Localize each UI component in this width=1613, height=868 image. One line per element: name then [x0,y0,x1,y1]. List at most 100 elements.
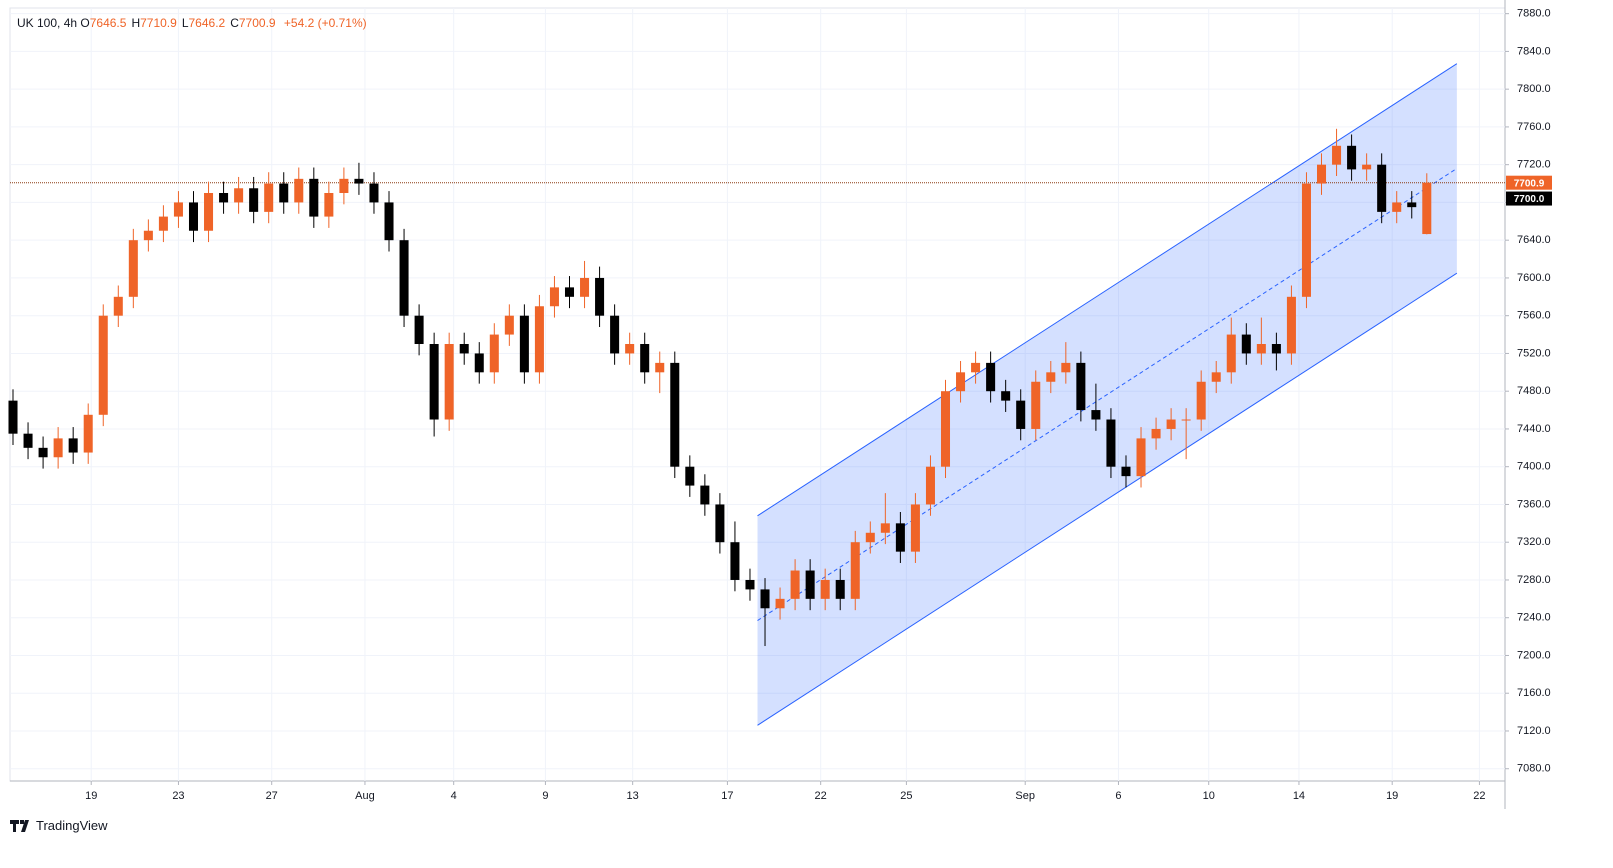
candle-body [971,362,981,373]
candle-body [534,306,544,373]
candle-body [835,579,845,599]
change: +54.2 (+0.71%) [283,16,367,30]
candle-body [940,391,951,467]
y-tick-label: 7280.0 [1517,574,1551,586]
candle-body [489,334,499,373]
candle-body [354,178,364,184]
candle-body [23,433,33,448]
candle-body [324,192,334,217]
brand-name: TradingView [36,818,108,833]
candle-body [143,230,153,241]
candle-body [1196,381,1206,420]
candle-body [730,542,740,580]
candle-body [1166,419,1176,429]
field-key: O [80,16,90,30]
y-tick-label: 7800.0 [1517,83,1551,95]
candle-body [986,362,996,392]
candle-body [429,344,439,420]
x-tick-label: Sep [1015,790,1035,802]
y-tick-label: 7640.0 [1517,234,1551,246]
x-tick-label: 14 [1293,790,1305,802]
x-tick-label: 25 [900,790,912,802]
candle-body [700,485,710,505]
x-tick-label: 13 [627,790,639,802]
candle-body [1091,410,1101,420]
candle-body [1001,391,1011,401]
channel-upper [757,63,1458,517]
candle-body [1271,344,1281,354]
candle-body [444,344,454,420]
candle-body [745,579,755,590]
candle-body [219,192,229,203]
candle-body [1136,438,1146,477]
candle-body [53,438,63,458]
channel-lower [757,272,1458,726]
price-label: 7700.0 [1514,194,1545,205]
candle-body [128,240,138,297]
y-tick-label: 7160.0 [1517,687,1551,699]
candle-body [880,523,890,533]
candle-body [1422,182,1432,235]
candle-body [188,202,199,231]
y-tick-label: 7200.0 [1517,649,1551,661]
x-tick-label: 19 [1386,790,1398,802]
candle-body [910,504,920,552]
candle-body [38,447,48,458]
candle-body [1211,372,1221,382]
x-tick-label: 27 [266,790,278,802]
candle-body [504,315,514,335]
candle-body [956,372,966,392]
symbol: UK 100, 4h [17,16,78,30]
x-tick-label: 17 [721,790,733,802]
candle-body [1347,145,1357,170]
candle-body [399,240,409,316]
candle-body [1076,362,1086,411]
candle-body [1316,164,1327,184]
x-tick-label: 19 [85,790,97,802]
y-tick-label: 7360.0 [1517,498,1551,510]
y-tick-label: 7520.0 [1517,347,1551,359]
candle-body [519,315,529,373]
field-value: 7710.9 [140,16,177,30]
x-tick-label: 4 [451,790,457,802]
candle-body [895,523,905,552]
candle-body [715,504,725,543]
candle-body [1286,296,1296,354]
x-tick-label: 6 [1115,790,1121,802]
candle-body [564,287,575,297]
field-value: 7646.2 [188,16,226,30]
x-tick-label: 23 [172,790,184,802]
field-key: H [131,16,141,30]
x-tick-label: 22 [815,790,827,802]
x-tick-label: 9 [542,790,548,802]
candle-body [1226,334,1236,373]
candle-body [685,466,695,486]
brand[interactable]: TradingView [10,818,108,833]
candle-body [790,570,800,599]
candle-body [1121,466,1131,477]
candle-body [820,579,830,599]
candle-body [83,414,93,453]
candle-body [474,353,484,373]
candle-body [1407,202,1417,208]
candle-body [309,178,319,217]
y-tick-label: 7600.0 [1517,272,1551,284]
x-tick-label: Aug [355,790,375,802]
candle-body [1392,202,1402,212]
candle-body [850,542,860,599]
candle-body [1106,419,1116,467]
field-key: L [181,16,189,30]
candle-body [1377,164,1387,212]
candle-body [204,192,214,231]
candle-body [1301,183,1311,297]
brand-logo [10,819,29,832]
candle-body [459,344,469,354]
candle-body [1031,381,1041,429]
candle-body [1241,334,1251,354]
candle-body [1151,428,1161,439]
candle-body [640,344,650,373]
candle-body [865,532,875,543]
y-tick-label: 7440.0 [1517,423,1551,435]
candle-body [595,277,605,316]
